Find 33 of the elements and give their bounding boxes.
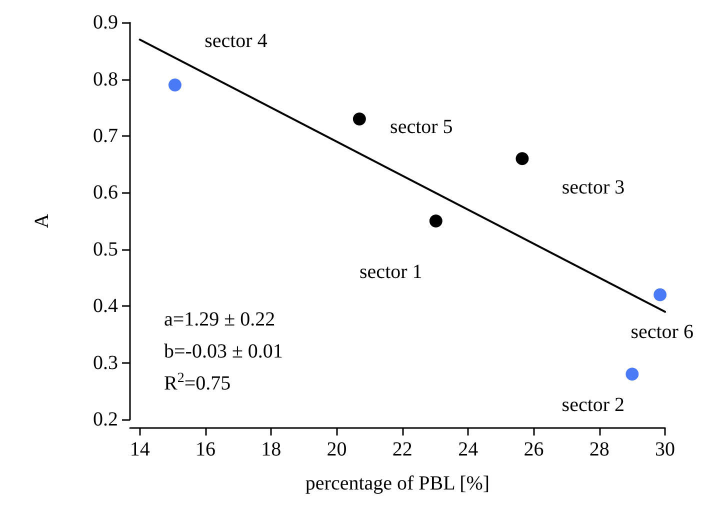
y-tick-label: 0.4 xyxy=(93,295,118,318)
point xyxy=(654,288,667,302)
y-tick-label: 0.3 xyxy=(93,352,118,374)
point xyxy=(352,112,366,126)
annotation: sector 3 xyxy=(562,176,625,199)
x-tick-label: 22 xyxy=(392,438,412,460)
y-tick-label: 0.5 xyxy=(93,238,118,260)
y-tick-label: 0.8 xyxy=(93,68,118,90)
point xyxy=(429,214,442,228)
y-tick-label: 0.2 xyxy=(93,408,118,430)
y-tick-label: 0.9 xyxy=(93,12,118,34)
annotation: sector 2 xyxy=(562,394,625,416)
annotation: sector 4 xyxy=(204,30,268,52)
x-tick-label: 30 xyxy=(655,438,675,460)
x-tick-label: 18 xyxy=(261,438,282,460)
x-axis-title: percentage of PBL [%] xyxy=(305,472,490,494)
point xyxy=(516,152,529,166)
annotation: a=1.29 ± 0.22 xyxy=(164,308,276,330)
y-tick-label: 0.7 xyxy=(93,125,118,147)
x-tick-label: 26 xyxy=(524,438,544,460)
annotation: b=-0.03 ± 0.01 xyxy=(164,340,283,362)
x-tick-label: 16 xyxy=(195,438,216,460)
x-tick-label: 14 xyxy=(130,438,150,460)
annotation: sector 5 xyxy=(390,116,453,138)
point xyxy=(626,368,639,381)
y-tick-label: 0.6 xyxy=(93,182,118,204)
y-axis-title: A xyxy=(31,213,53,228)
annotation: sector 1 xyxy=(360,261,422,284)
point xyxy=(168,78,182,92)
x-tick-label: 28 xyxy=(589,438,610,460)
annotation: sector 6 xyxy=(630,320,694,343)
x-tick-label: 24 xyxy=(458,438,478,460)
x-tick-label: 20 xyxy=(326,438,347,460)
